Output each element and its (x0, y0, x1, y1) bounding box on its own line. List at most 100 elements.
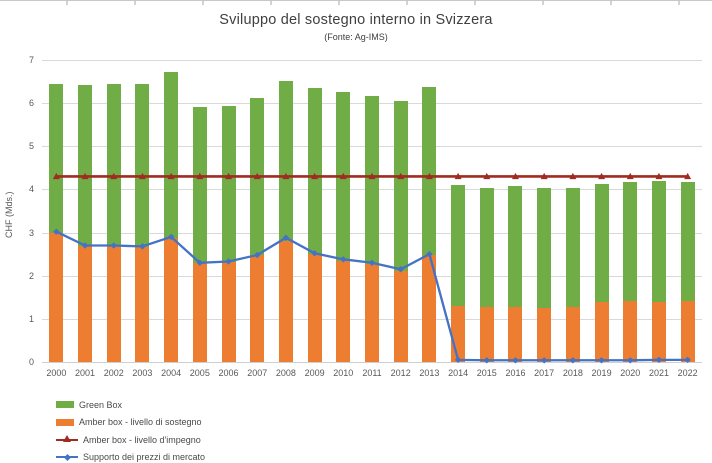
x-axis-label-2018: 2018 (562, 368, 583, 378)
x-axis-label-2010: 2010 (333, 368, 354, 378)
green-box-bar (537, 188, 552, 308)
green-box-bar (680, 181, 695, 301)
green-box-bar (508, 185, 523, 308)
amber-box-livello-di-sostegno-bar (594, 301, 609, 362)
green-box-bar (307, 87, 322, 255)
green-box-bar (651, 180, 666, 302)
spreadsheet-gridline-strip (0, 0, 712, 6)
amber-box-livello-di-sostegno-bar (250, 255, 265, 362)
y-axis-tick-label: 1 (28, 313, 34, 324)
amber-box-livello-di-sostegno-bar (451, 305, 466, 362)
x-axis-label-2016: 2016 (505, 368, 526, 378)
chart-legend: Green Box Amber box - livello di sostegno… (56, 399, 205, 463)
amber-box-livello-di-sostegno-bar (164, 237, 179, 362)
green-box-bar (192, 107, 207, 263)
amber-box-livello-di-sostegno-bar (307, 254, 322, 362)
green-box-bar (422, 87, 437, 255)
gridline-y7 (42, 60, 702, 61)
x-axis-label-2007: 2007 (247, 368, 268, 378)
x-axis-label-2013: 2013 (419, 368, 440, 378)
green-box-bar (336, 91, 351, 261)
chart-object[interactable]: Sviluppo del sostegno interno in Svizzer… (0, 5, 712, 463)
y-axis-tick-label: 2 (28, 270, 34, 281)
green-box-bar (49, 83, 64, 233)
triangle-marker-icon (63, 434, 71, 442)
x-axis-label-2011: 2011 (362, 368, 382, 378)
green-box-bar (221, 106, 236, 262)
green-box-bar (393, 100, 408, 271)
green-box-bar (135, 83, 150, 247)
y-axis-tick-label: 7 (28, 55, 34, 65)
chart-subtitle: (Fonte: Ag-IMS) (324, 32, 388, 42)
diamond-marker-icon (63, 453, 71, 461)
x-axis-label-2009: 2009 (304, 368, 325, 378)
legend-label: Amber box - livello di sostegno (79, 417, 202, 427)
amber-box-livello-di-sostegno-bar (49, 232, 64, 362)
y-axis-tick-label: 0 (28, 357, 34, 367)
amber-box-livello-d-impegno-marker (626, 172, 634, 180)
x-axis-label-2012: 2012 (390, 368, 411, 378)
green-box-bar (479, 188, 494, 307)
legend-label: Supporto dei prezzi di mercato (83, 452, 206, 462)
amber-box-livello-di-sostegno-bar (78, 246, 93, 362)
green-box-swatch-icon (56, 401, 74, 408)
amber-box-livello-d-impegno-swatch-icon (56, 434, 78, 444)
amber-box-livello-di-sostegno-bar (336, 260, 351, 362)
amber-box-livello-d-impegno-marker (569, 172, 577, 180)
amber-box-livello-di-sostegno-bar (623, 300, 638, 362)
x-axis-label-2005: 2005 (189, 368, 210, 378)
amber-box-livello-di-sostegno-bar (422, 255, 437, 362)
green-box-bar (451, 185, 466, 306)
amber-box-livello-di-sostegno-bar (106, 246, 121, 362)
amber-box-livello-di-sostegno-bar (508, 307, 523, 362)
green-box-bar (565, 188, 580, 307)
x-axis-label-2001: 2001 (75, 368, 96, 378)
amber-box-livello-d-impegno-marker (684, 172, 692, 180)
legend-label: Green Box (79, 399, 123, 410)
supporto-dei-prezzi-di-mercato-swatch-icon (56, 453, 78, 462)
green-box-bar (164, 72, 179, 238)
amber-box-livello-d-impegno-marker (655, 172, 663, 180)
amber-box-livello-di-sostegno-bar (479, 306, 494, 362)
x-axis-label-2000: 2000 (46, 368, 67, 378)
amber-box-livello-di-sostegno-bar (135, 246, 150, 362)
amber-box-livello-d-impegno-marker (454, 172, 462, 180)
amber-box-livello-di-sostegno-bar (537, 307, 552, 362)
amber-box-livello-d-impegno-marker (483, 172, 491, 180)
green-box-bar (594, 183, 609, 302)
x-axis-label-2006: 2006 (218, 368, 239, 378)
green-box-bar (106, 83, 121, 247)
x-axis-label-2019: 2019 (591, 368, 612, 378)
amber-box-livello-di-sostegno-bar (565, 306, 580, 362)
x-axis-label-2003: 2003 (132, 368, 153, 378)
amber-box-livello-d-impegno-marker (511, 172, 519, 180)
legend-item-green-box[interactable]: Green Box (56, 399, 205, 410)
amber-box-livello-di-sostegno-bar (651, 301, 666, 362)
amber-box-livello-di-sostegno-bar (221, 261, 236, 362)
legend-item-amber-box-livello-d-impegno[interactable]: Amber box - livello d'impegno (56, 434, 205, 445)
y-axis-tick-label: 4 (28, 184, 34, 195)
x-axis-label-2015: 2015 (476, 368, 497, 378)
y-axis-title: CHF (Mds.) (4, 191, 14, 239)
x-axis-label-2004: 2004 (161, 368, 182, 378)
amber-box-livello-di-sostegno-bar (192, 262, 207, 362)
y-axis-tick-label: 3 (28, 227, 34, 238)
amber-box-livello-di-sostegno-bar (393, 270, 408, 362)
green-box-bar (78, 84, 93, 247)
x-axis-label-2008: 2008 (275, 368, 296, 378)
green-box-bar (278, 80, 293, 242)
legend-item-amber-box-livello-di-sostegno[interactable]: Amber box - livello di sostegno (56, 417, 205, 428)
x-axis-label-2017: 2017 (534, 368, 555, 378)
legend-label: Amber box - livello d'impegno (83, 434, 201, 445)
x-axis-label-2021: 2021 (648, 368, 669, 378)
amber-box-livello-di-sostegno-bar (680, 300, 695, 362)
green-box-bar (623, 182, 638, 301)
y-axis-tick-label: 5 (28, 141, 34, 152)
amber-box-livello-d-impegno-marker (598, 172, 606, 180)
x-axis-label-2014: 2014 (448, 368, 469, 378)
legend-item-supporto-dei-prezzi-di-mercato[interactable]: Supporto dei prezzi di mercato (56, 452, 205, 463)
amber-box-livello-di-sostegno-swatch-icon (56, 418, 74, 426)
green-box-bar (365, 96, 379, 265)
amber-box-livello-di-sostegno-bar (278, 241, 293, 362)
x-axis-line (42, 362, 702, 363)
